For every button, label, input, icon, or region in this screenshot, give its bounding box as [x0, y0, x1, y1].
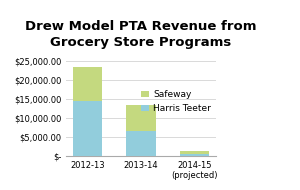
Bar — [126, 105, 156, 131]
Bar — [180, 151, 209, 154]
Legend: Safeway, Harris Teeter: Safeway, Harris Teeter — [138, 86, 214, 117]
Bar — [73, 101, 102, 156]
Bar — [73, 66, 102, 101]
Bar — [180, 154, 209, 156]
Title: Drew Model PTA Revenue from
Grocery Store Programs: Drew Model PTA Revenue from Grocery Stor… — [25, 20, 257, 49]
Bar — [126, 131, 156, 156]
